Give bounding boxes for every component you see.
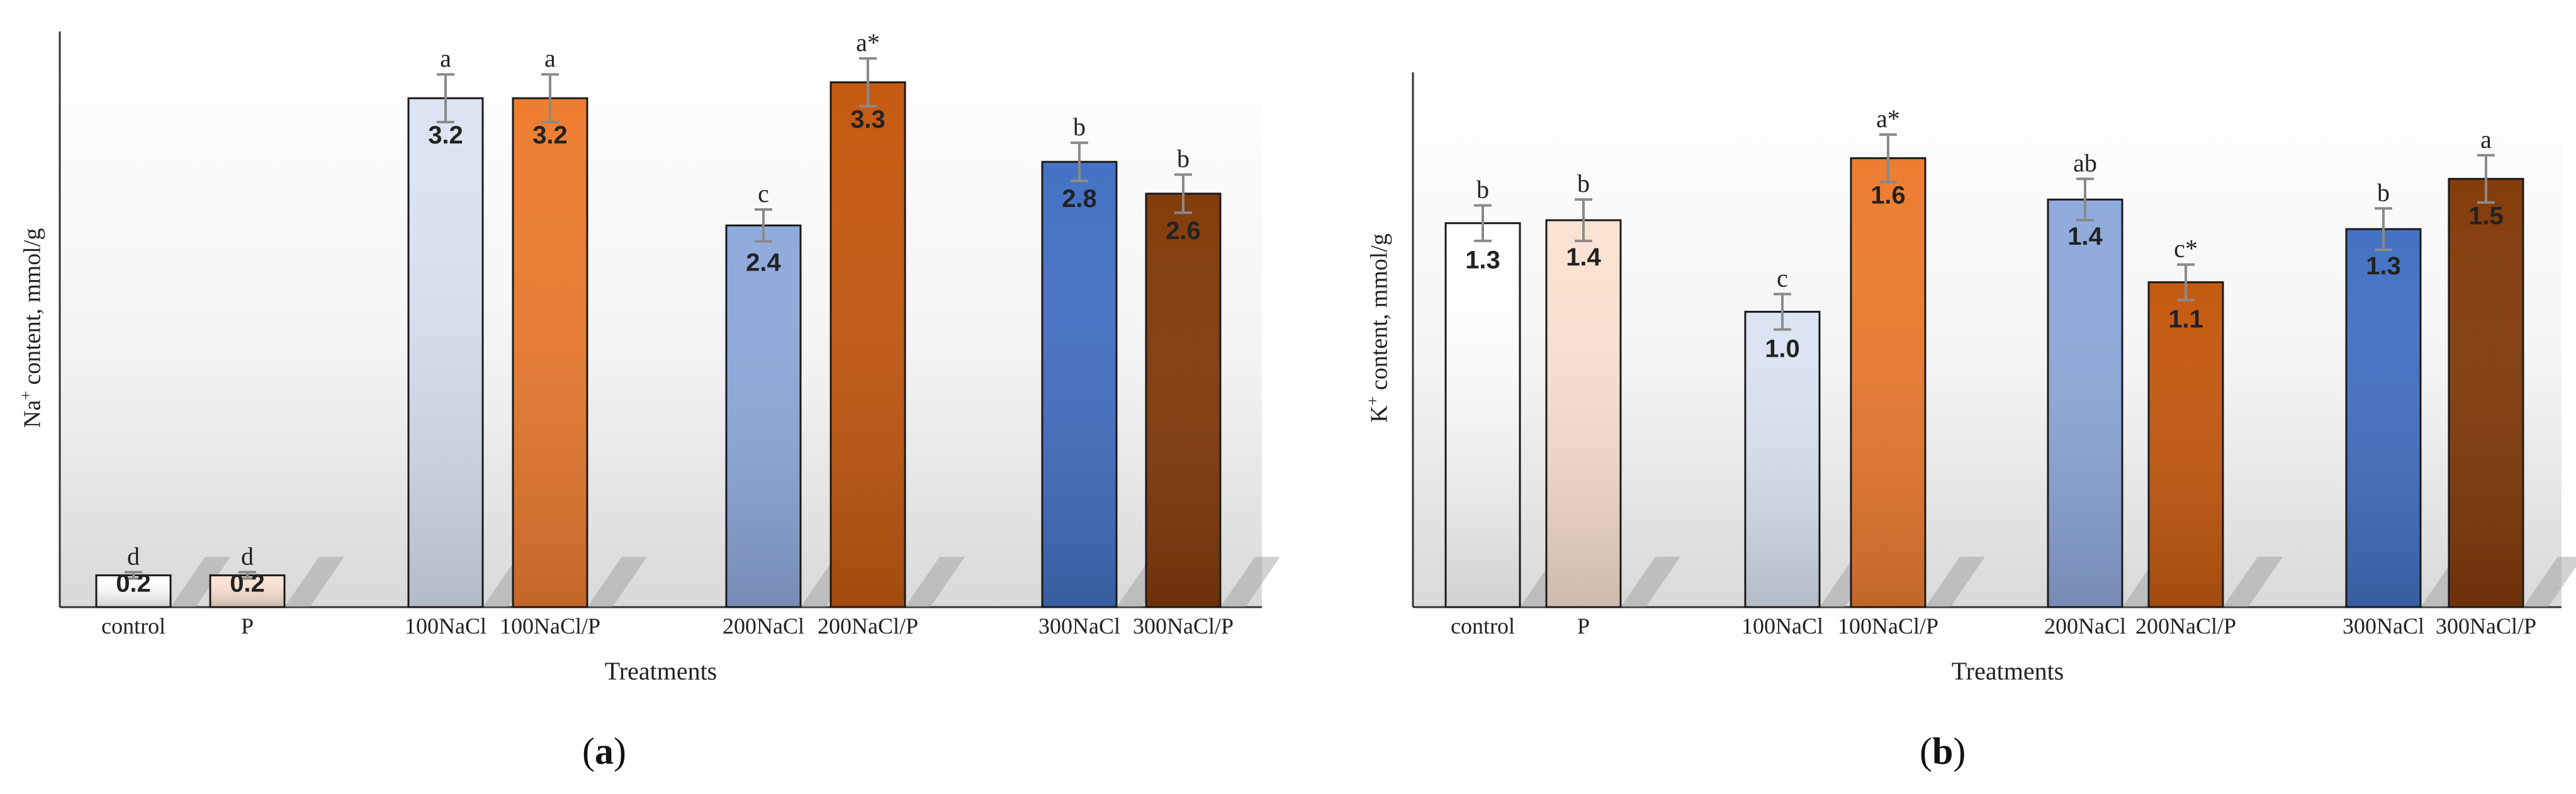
bar-shadow: [587, 557, 647, 607]
significance-letter: b: [1177, 144, 1190, 172]
significance-letter: c: [1777, 264, 1788, 292]
data-label: 1.5: [2468, 202, 2504, 230]
bar-shade: [1147, 194, 1220, 607]
bar-shade: [727, 226, 800, 607]
bar-shade: [1852, 159, 1925, 607]
significance-letter: c: [758, 179, 769, 208]
significance-letter: a*: [1876, 104, 1900, 133]
x-tick-label: P: [241, 613, 254, 639]
bar-shadow: [1925, 557, 1985, 607]
data-label: 3.3: [850, 106, 886, 133]
x-tick-label: 300NaCl: [1038, 613, 1120, 639]
data-label: 1.1: [2168, 306, 2203, 333]
bar-shade: [1746, 313, 1819, 607]
data-label: 1.0: [1765, 335, 1800, 363]
data-label: 1.3: [2366, 252, 2401, 280]
bar-shade: [831, 83, 904, 607]
data-label: 1.6: [1870, 181, 1906, 209]
bar-shade: [1446, 224, 1519, 607]
x-tick-label: 200NaCl/P: [2135, 613, 2236, 639]
bar-shade: [2049, 200, 2122, 607]
bar-shadow: [1621, 557, 1680, 607]
data-label: 3.2: [428, 121, 463, 149]
x-tick-label: 200NaCl/P: [818, 613, 918, 639]
y-axis-label-b: K+ content, mmol/g: [1363, 233, 1393, 423]
significance-letter: a: [2480, 125, 2492, 154]
bar-shade: [97, 576, 170, 607]
data-label: 2.4: [746, 249, 781, 276]
x-tick-label: 300NaCl/P: [2436, 613, 2536, 639]
data-label: 1.4: [2067, 223, 2103, 250]
bar-shadow: [905, 557, 965, 607]
y-axis-label-a: Na+ content, mmol/g: [16, 228, 46, 428]
x-tick-label: 100NaCl: [1741, 613, 1823, 639]
x-tick-label: control: [101, 613, 166, 639]
bar-shadow: [2223, 557, 2283, 607]
significance-letter: d: [127, 542, 140, 570]
x-axis-label: Treatments: [1952, 657, 2064, 685]
data-label: 0.2: [116, 569, 151, 597]
significance-letter: b: [2377, 178, 2390, 206]
significance-letter: a: [544, 44, 556, 72]
significance-letter: c*: [2174, 234, 2198, 262]
data-label: 2.6: [1166, 217, 1201, 245]
x-axis-label: Treatments: [605, 657, 717, 685]
x-tick-label: control: [1451, 613, 1515, 639]
significance-letter: ab: [2073, 148, 2097, 177]
significance-letter: b: [1577, 169, 1590, 198]
data-label: 2.8: [1062, 185, 1097, 213]
data-label: 3.2: [532, 121, 568, 149]
x-tick-label: 100NaCl: [405, 613, 487, 639]
panel-label-a: (a): [582, 730, 626, 772]
bar-shade: [2347, 230, 2420, 607]
significance-letter: b: [1476, 176, 1489, 204]
bar-shade: [1043, 162, 1116, 607]
bar-shadow: [284, 557, 344, 607]
bar-shadow: [171, 557, 230, 607]
significance-letter: a*: [856, 28, 880, 57]
bar-shade: [2149, 283, 2222, 607]
chart-panel-b: b 1.3 control b 1.4 Pc 1.0 100NaCl a* 1.6 100NaCl/…: [1412, 72, 2576, 685]
bar-shadow: [2523, 557, 2576, 607]
x-tick-label: 300NaCl: [2343, 613, 2424, 639]
bar-shade: [2449, 179, 2523, 607]
x-tick-label: P: [1577, 613, 1590, 639]
significance-letter: b: [1073, 113, 1086, 141]
significance-letter: a: [440, 44, 451, 72]
bar-shade: [211, 576, 284, 607]
x-tick-label: 100NaCl/P: [1838, 613, 1938, 639]
x-tick-label: 100NaCl/P: [500, 613, 600, 639]
significance-letter: d: [241, 542, 254, 570]
panel-label-b: (b): [1920, 730, 1966, 772]
data-label: 1.3: [1465, 247, 1500, 274]
x-tick-label: 300NaCl/P: [1133, 613, 1234, 639]
bar-shadow: [1220, 557, 1280, 607]
x-tick-label: 200NaCl: [2044, 613, 2126, 639]
bar-shade: [1547, 221, 1620, 607]
data-label: 0.2: [230, 569, 265, 597]
bar-shade: [514, 99, 587, 607]
x-tick-label: 200NaCl: [723, 613, 804, 639]
chart-panel-a: d0.2controld0.2Pa3.2100NaCla3.2100NaCl/P…: [59, 28, 1280, 685]
bar-shade: [409, 99, 482, 607]
data-label: 1.4: [1566, 243, 1601, 271]
